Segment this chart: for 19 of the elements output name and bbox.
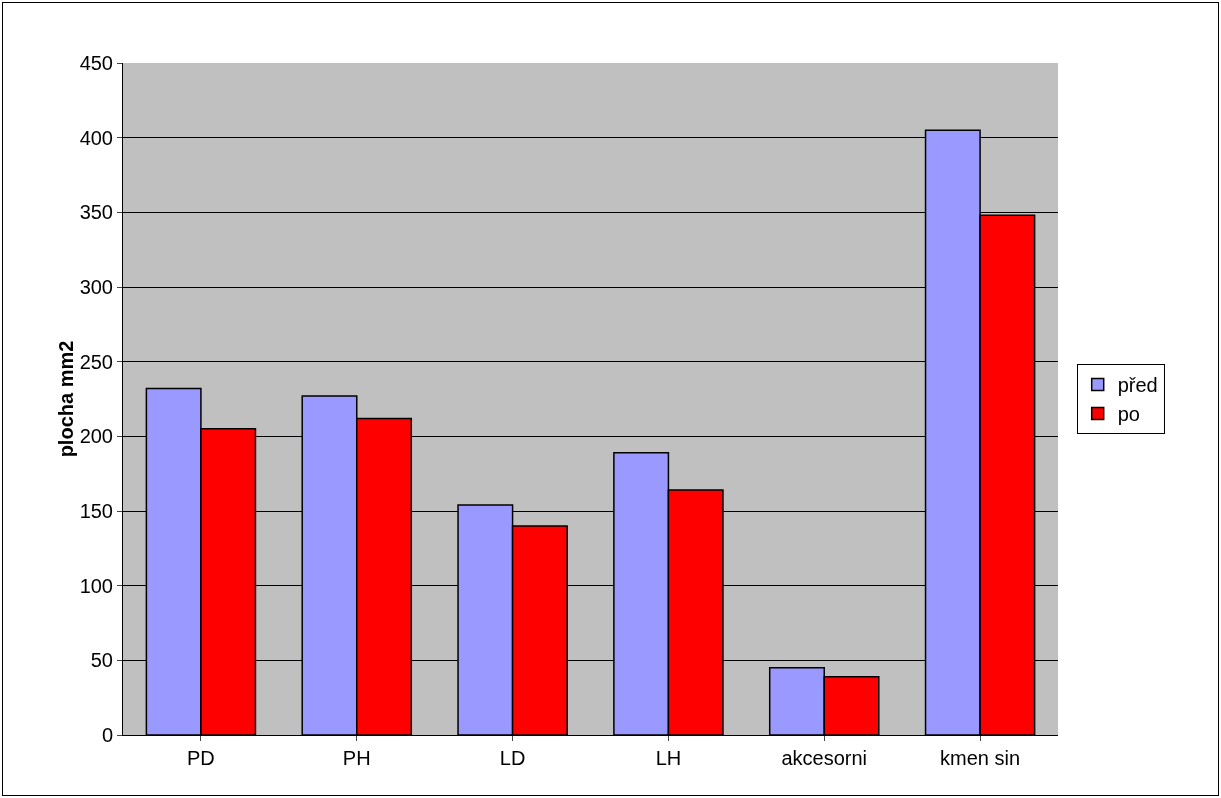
x-tick-label: LD — [499, 747, 526, 769]
legend-label: po — [1117, 403, 1140, 426]
x-tick-label: PD — [187, 747, 215, 769]
y-tick-label: 200 — [79, 425, 113, 448]
y-tick-label: 0 — [101, 724, 113, 746]
x-tick-label: LH — [655, 747, 682, 769]
x-tick-label: PH — [342, 747, 371, 769]
y-axis-title: plocha mm2 — [55, 340, 77, 458]
y-tick-label: 100 — [79, 574, 113, 597]
y-tick-label: 400 — [79, 126, 113, 149]
y-tick-label: 350 — [79, 201, 113, 224]
legend-label: před — [1117, 374, 1158, 397]
y-tick-label: 250 — [79, 350, 113, 373]
y-tick-label: 300 — [79, 276, 113, 298]
x-tick-label: kmen sin — [940, 747, 1021, 769]
y-tick-label: 50 — [90, 649, 113, 672]
y-tick-label: 450 — [79, 52, 113, 74]
x-tick-label: akcesorni — [781, 747, 868, 769]
y-tick-label: 150 — [79, 500, 113, 522]
